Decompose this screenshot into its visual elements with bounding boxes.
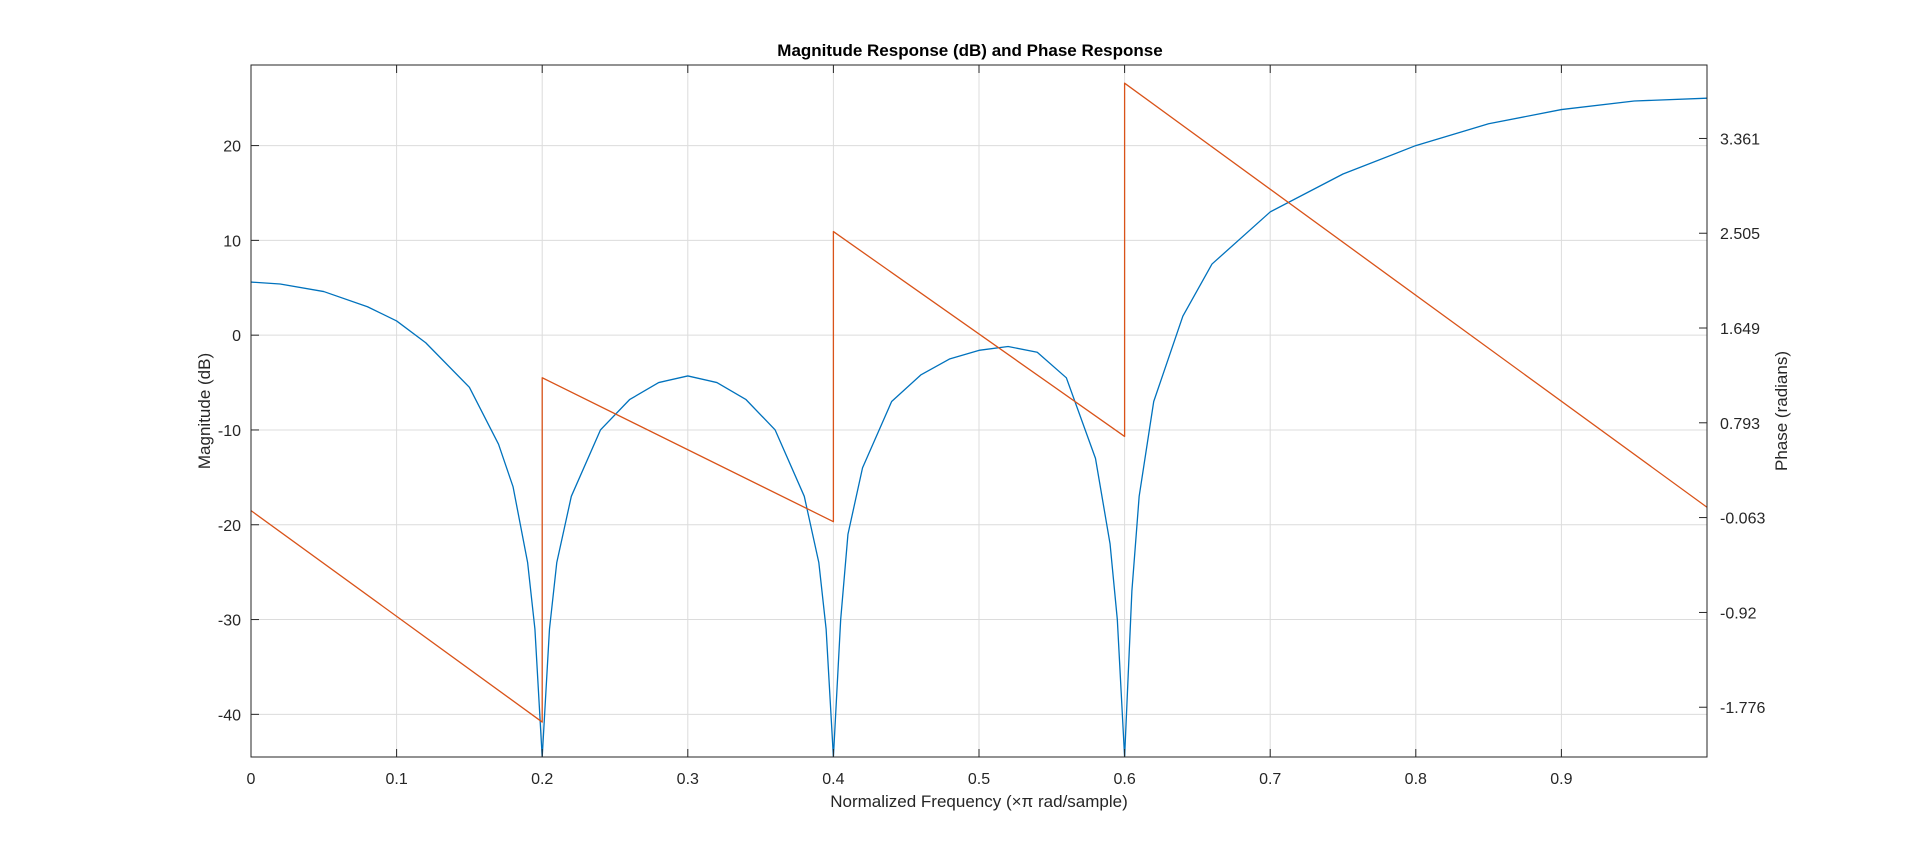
x-tick-label: 0.7 [1259, 771, 1281, 788]
x-axis-label: Normalized Frequency (×π rad/sample) [830, 792, 1128, 811]
x-tick-label: 0.5 [968, 771, 990, 788]
y-right-tick-label: 2.505 [1720, 226, 1760, 243]
y-left-tick-label: -30 [218, 613, 241, 630]
x-tick-label: 0.9 [1550, 771, 1572, 788]
magnitude-series-line [251, 97, 1707, 757]
x-tick-label: 0.6 [1113, 771, 1135, 788]
x-tick-label: 0 [247, 771, 256, 788]
x-tick-label: 0.1 [385, 771, 407, 788]
y-right-tick-label: -0.063 [1720, 511, 1765, 528]
y-left-tick-label: 10 [223, 233, 241, 250]
y-axis-label-right: Phase (radians) [1772, 351, 1791, 471]
y-right-tick-label: 1.649 [1720, 321, 1760, 338]
y-right-tick-label: 0.793 [1720, 416, 1760, 433]
y-left-tick-label: 20 [223, 139, 241, 156]
y-left-tick-label: -20 [218, 518, 241, 535]
y-left-tick-label: 0 [232, 328, 241, 345]
plot-area [251, 82, 1707, 757]
y-right-tick-label: 3.361 [1720, 131, 1760, 148]
x-tick-label: 0.4 [822, 771, 844, 788]
phase-series-line [251, 82, 1707, 723]
x-tick-label: 0.8 [1405, 771, 1427, 788]
x-tick-label: 0.3 [677, 771, 699, 788]
grid-lines [250, 65, 1707, 757]
y-left-tick-label: -40 [218, 707, 241, 724]
y-axis-label-left: Magnitude (dB) [195, 353, 214, 469]
chart-title: Magnitude Response (dB) and Phase Respon… [777, 41, 1162, 60]
tick-labels: 0 0.1 0.2 0.3 0.4 0.5 0.6 0.7 0.8 0.9 20 10 0 -10 -20 -… [218, 65, 1765, 788]
y-left-tick-label: -10 [218, 423, 241, 440]
y-right-tick-label: -1.776 [1720, 700, 1765, 717]
y-right-tick-label: -0.92 [1720, 605, 1757, 622]
x-tick-label: 0.2 [531, 771, 553, 788]
